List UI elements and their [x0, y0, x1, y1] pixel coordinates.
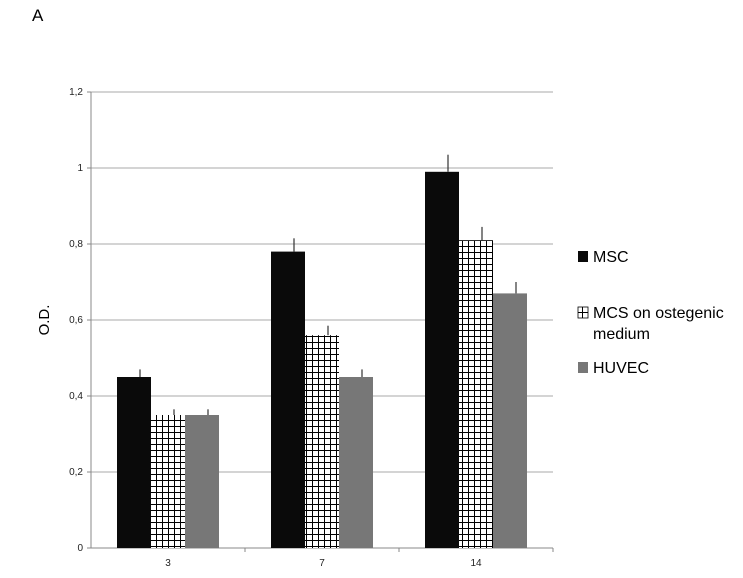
legend: MSC MCS on ostegenic medium HUVEC — [577, 249, 724, 377]
bar — [271, 251, 305, 548]
x-tick-labels: 3 7 14 — [165, 558, 482, 569]
bar — [425, 171, 459, 549]
x-tick-label: 7 — [319, 558, 325, 569]
bars — [117, 171, 527, 549]
y-tick-label: 0,8 — [69, 239, 83, 250]
legend-label: HUVEC — [593, 360, 649, 377]
legend-label: medium — [593, 326, 650, 343]
bar — [493, 293, 527, 548]
y-tick-label: 0,6 — [69, 315, 83, 326]
x-tick-label: 3 — [165, 558, 171, 569]
legend-swatch — [578, 362, 588, 373]
panel-label: A — [32, 6, 44, 25]
legend-swatch — [578, 251, 588, 262]
bar — [339, 377, 373, 548]
y-tick-label: 0,4 — [69, 391, 83, 402]
y-tick-label: 1 — [77, 163, 83, 174]
x-tick-label: 14 — [470, 558, 482, 569]
y-axis-label: O.D. — [36, 305, 53, 336]
y-tick-label: 1,2 — [69, 87, 83, 98]
legend-swatch — [577, 306, 589, 319]
bar — [185, 415, 219, 548]
bar — [459, 240, 493, 548]
y-tick-label: 0,2 — [69, 467, 83, 478]
bar — [305, 335, 339, 548]
legend-label: MCS on ostegenic — [593, 305, 724, 322]
bar — [151, 415, 185, 548]
legend-label: MSC — [593, 249, 629, 266]
error-bars — [139, 154, 517, 415]
y-tick-label: 0 — [77, 543, 83, 554]
y-tick-labels: 0 0,2 0,4 0,6 0,8 1 1,2 — [69, 87, 83, 554]
bar — [117, 377, 151, 548]
